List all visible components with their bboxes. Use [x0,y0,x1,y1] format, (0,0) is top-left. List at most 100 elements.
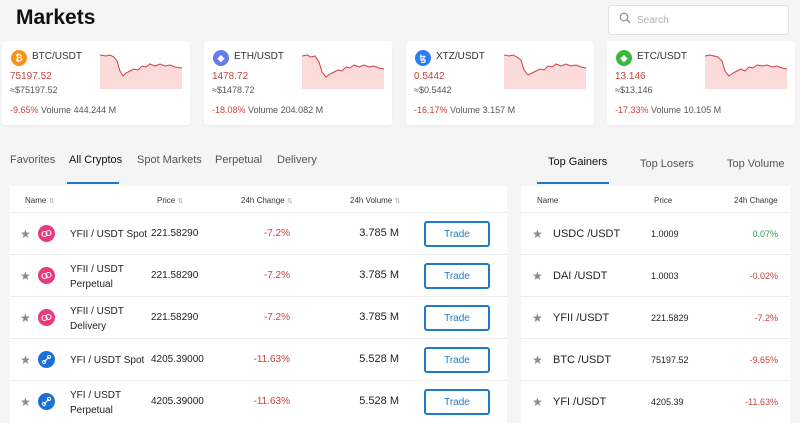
trade-button[interactable]: Trade [424,347,490,373]
change: -0.02% [749,271,778,281]
tab-all-cryptos[interactable]: All Cryptos [69,154,123,166]
change: -11.63% [253,396,290,407]
sort-icon: ⇅ [177,198,184,205]
tab-spot-markets[interactable]: Spot Markets [137,154,202,166]
tab-top-gainers[interactable]: Top Gainers [548,156,608,168]
tab-favorites[interactable]: Favorites [10,154,56,166]
volume: 3.785 M [359,311,399,323]
price: 221.5829 [651,313,689,323]
ticker-card-xtz[interactable]: ꜩ XTZ/USDT 0.5442 ≈$0.5442 -16.17% Volum… [406,41,594,125]
ticker-card-btc[interactable]: ₿ BTC/USDT 75197.52 ≈$75197.52 -9.65% Vo… [2,41,190,125]
bitcoin-icon: ₿ [11,50,27,66]
favorite-star-icon[interactable]: ★ [20,269,31,283]
search-box[interactable] [608,5,789,35]
ticker-last-price: 13.146 [615,71,646,82]
ticker-fiat-price: ≈$0.5442 [414,85,452,95]
favorite-star-icon[interactable]: ★ [532,269,543,283]
trade-button[interactable]: Trade [424,305,490,331]
pair-name: YFII / USDT Perpetual [70,264,124,290]
list-item[interactable]: ★ DAI /USDT 1.0003 -0.02% [521,254,790,296]
list-item[interactable]: ★ YFII /USDT 221.5829 -7.2% [521,296,790,338]
tab-top-losers[interactable]: Top Losers [640,158,694,170]
ticker-change: -9.65% [10,105,39,115]
favorite-star-icon[interactable]: ★ [532,227,543,241]
ticker-card-etc[interactable]: ◆ ETC/USDT 13.146 ≈$13.146 -17.33% Volum… [607,41,795,125]
ethereum-icon: ◆ [213,50,229,66]
price: 221.58290 [151,312,199,323]
change: -11.63% [745,397,778,407]
table-row[interactable]: ★ YFII / USDT Spot 221.58290 -7.2% 3.785… [10,212,507,254]
ticker-last-price: 0.5442 [414,71,445,82]
yfii-icon [38,309,55,326]
ticker-last-price: 1478.72 [212,71,249,82]
table-row[interactable]: ★ YFI / USDT Spot 4205.39000 -11.63% 5.5… [10,338,507,380]
trade-button[interactable]: Trade [424,263,490,289]
sparkline-chart [504,54,586,89]
ticker-pair: XTZ/USDT [436,51,485,62]
column-header-24h-volume[interactable]: 24h Volume ⇅ [350,196,401,205]
list-item[interactable]: ★ USDC /USDT 1.0009 0.07% [521,212,790,254]
column-header-name[interactable]: Name ⇅ [25,196,55,205]
search-icon [619,11,631,29]
list-item[interactable]: ★ BTC /USDT 75197.52 -9.65% [521,338,790,380]
pair-name: BTC /USDT [553,354,612,366]
change: -9.65% [749,355,778,365]
tab-top-volume[interactable]: Top Volume [727,158,785,170]
ticker-change: -17.33% [615,105,649,115]
volume: 3.785 M [359,227,399,239]
table-row[interactable]: ★ YFII / USDT Delivery 221.58290 -7.2% 3.… [10,296,507,338]
table-row[interactable]: ★ YFI / USDT Perpetual 4205.39000 -11.63%… [10,380,507,422]
ticker-volume: Volume 10.105 M [651,105,722,115]
ticker-volume: Volume 204.082 M [248,105,324,115]
price: 221.58290 [151,228,199,239]
favorite-star-icon[interactable]: ★ [20,311,31,325]
yfi-icon [38,393,55,410]
price: 221.58290 [151,270,199,281]
active-tab-indicator [67,182,119,184]
favorite-star-icon[interactable]: ★ [20,353,31,367]
price: 4205.39000 [151,354,204,365]
search-input[interactable] [637,14,777,26]
volume: 3.785 M [359,269,399,281]
favorite-star-icon[interactable]: ★ [532,395,543,409]
ticker-pair: ETC/USDT [637,51,687,62]
ticker-fiat-price: ≈$1478.72 [212,85,255,95]
change: 0.07% [752,229,778,239]
ranking-table: Name Price 24h Change ★ USDC /USDT 1.000… [521,186,790,423]
pair-name: YFII /USDT [553,312,610,324]
change: -7.2% [263,270,290,281]
ticker-pair: BTC/USDT [32,51,82,62]
ticker-volume: Volume 444.244 M [41,105,117,115]
pair-name: YFI /USDT [553,396,607,408]
ticker-stats: -16.17% Volume 3.157 M [414,105,515,115]
ticker-card-eth[interactable]: ◆ ETH/USDT 1478.72 ≈$1478.72 -18.08% Vol… [204,41,392,125]
market-table: Name ⇅ Price ⇅ 24h Change ⇅ 24h Volume ⇅… [10,186,507,423]
column-header-24h-change: 24h Change [734,196,778,205]
pair-name: YFI / USDT Perpetual [70,390,122,416]
change: -7.2% [263,228,290,239]
favorite-star-icon[interactable]: ★ [20,227,31,241]
sort-icon: ⇅ [286,198,293,205]
ticker-fiat-price: ≈$75197.52 [10,85,58,95]
list-item[interactable]: ★ YFI /USDT 4205.39 -11.63% [521,380,790,422]
favorite-star-icon[interactable]: ★ [532,353,543,367]
pair-name: DAI /USDT [553,270,608,282]
favorite-star-icon[interactable]: ★ [20,395,31,409]
pair-name: YFII / USDT Delivery [70,306,124,332]
active-tab-indicator [537,182,609,184]
pair-name: YFI / USDT Spot [70,355,145,366]
trade-button[interactable]: Trade [424,221,490,247]
column-header-name: Name [537,196,559,205]
tab-perpetual[interactable]: Perpetual [215,154,263,166]
favorite-star-icon[interactable]: ★ [532,311,543,325]
pair-name: YFII / USDT Spot [70,229,148,240]
ticker-stats: -18.08% Volume 204.082 M [212,105,323,115]
tab-delivery[interactable]: Delivery [277,154,317,166]
column-header-price[interactable]: Price ⇅ [157,196,184,205]
column-header-price: Price [654,196,673,205]
change: -11.63% [253,354,290,365]
trade-button[interactable]: Trade [424,389,490,415]
table-row[interactable]: ★ YFII / USDT Perpetual 221.58290 -7.2% 3… [10,254,507,296]
yfi-icon [38,351,55,368]
column-header-24h-change[interactable]: 24h Change ⇅ [241,196,293,205]
